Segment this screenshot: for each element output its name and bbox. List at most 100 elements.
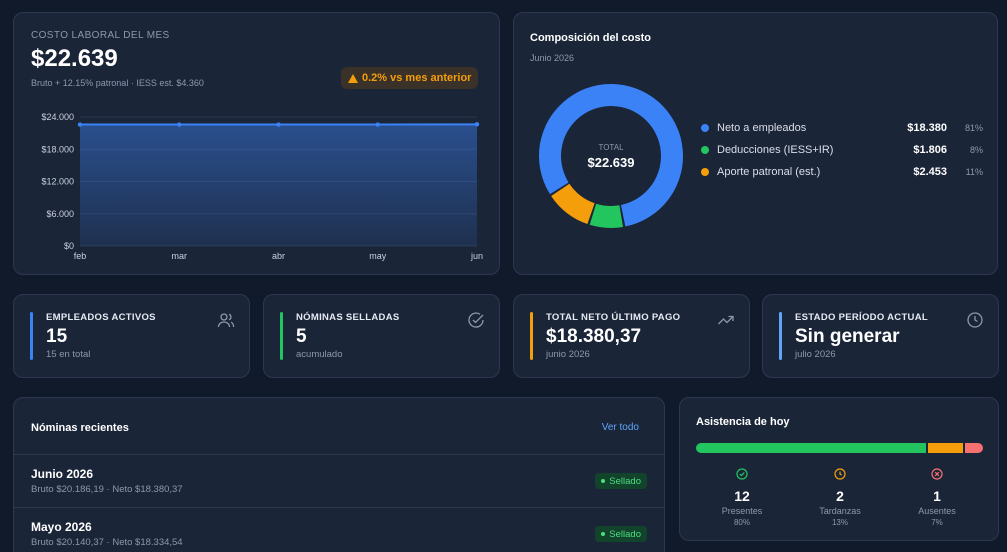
stat-count: 12 (734, 488, 750, 504)
attendance-bar-segment (962, 443, 983, 453)
kpi-label: NÓMINAS SELLADAS (296, 312, 400, 323)
status-text: Sellado (609, 475, 641, 487)
attendance-bar (696, 443, 983, 453)
cost-composition-card: Composición del costo Junio 2026 TOTAL $… (513, 12, 998, 275)
stat-percent: 13% (831, 518, 848, 527)
stat-percent: 80% (733, 518, 750, 527)
y-tick-label: $0 (64, 241, 74, 251)
stat-percent: 7% (931, 518, 943, 527)
legend-item-aporte: Aporte patronal (est.) $2.453 11% (701, 164, 983, 180)
legend-percent: 8% (969, 145, 983, 155)
legend-label: Aporte patronal (est.) (717, 166, 821, 178)
data-point (276, 122, 281, 127)
warning-triangle-icon (348, 73, 358, 83)
attendance-stat-absent: 1 Ausentes 7% (892, 467, 982, 527)
divider (14, 454, 664, 455)
x-tick-label: may (369, 251, 387, 261)
legend-item-neto: Neto a empleados $18.380 81% (701, 120, 983, 136)
kpi-label: TOTAL NETO ÚLTIMO PAGO (546, 312, 681, 323)
attendance-bar-segment (925, 443, 963, 453)
kpi-sub: julio 2026 (795, 349, 836, 360)
kpi-value: $18.380,37 (546, 326, 642, 347)
status-badge: Sellado (595, 526, 647, 542)
y-tick-label: $12.000 (41, 177, 74, 187)
attendance-bar-segment (696, 443, 926, 453)
labor-cost-total: $22.639 (31, 45, 118, 72)
divider (14, 507, 664, 508)
labor-cost-label: COSTO LABORAL DEL MES (31, 30, 170, 41)
trending-up-icon (718, 315, 734, 325)
legend-label: Deducciones (IESS+IR) (717, 144, 834, 156)
payroll-month: Junio 2026 (31, 467, 94, 481)
kpi-current-period-status: ESTADO PERÍODO ACTUAL Sin generar julio … (762, 294, 999, 378)
area-fill (80, 124, 477, 246)
stat-label: Ausentes (918, 506, 956, 516)
labor-cost-subtitle: Bruto + 12.15% patronal · IESS est. $4.3… (31, 78, 204, 88)
check-circle-icon (736, 468, 748, 480)
legend-percent: 11% (965, 167, 983, 177)
labor-cost-card: COSTO LABORAL DEL MES $22.639 Bruto + 12… (13, 12, 500, 275)
kpi-accent-bar (30, 312, 33, 360)
stat-count: 1 (933, 488, 941, 504)
kpi-accent-bar (280, 312, 283, 360)
kpi-active-employees: EMPLEADOS ACTIVOS 15 15 en total (13, 294, 250, 378)
x-tick-label: feb (74, 251, 87, 261)
users-icon (217, 313, 235, 328)
composition-title: Composición del costo (530, 32, 652, 44)
stat-count: 2 (836, 488, 844, 504)
attendance-stat-present: 12 Presentes 80% (697, 467, 787, 527)
donut-slice (538, 84, 683, 228)
kpi-value: 15 (46, 326, 68, 347)
x-circle-icon (931, 468, 943, 480)
data-point (375, 122, 380, 127)
y-tick-label: $18.000 (41, 144, 74, 154)
legend-dot (701, 168, 709, 176)
legend-value: $2.453 (913, 166, 947, 178)
clock-icon (967, 312, 983, 328)
status-text: Sellado (609, 528, 641, 540)
view-all-link[interactable]: Ver todo (601, 422, 639, 433)
kpi-sealed-payrolls: NÓMINAS SELLADAS 5 acumulado (263, 294, 500, 378)
legend-item-deducciones: Deducciones (IESS+IR) $1.806 8% (701, 142, 983, 158)
status-badge: Sellado (595, 473, 647, 489)
x-tick-label: abr (272, 251, 285, 261)
attendance-title: Asistencia de hoy (696, 416, 790, 428)
attendance-stat-late: 2 Tardanzas 13% (795, 467, 885, 527)
recent-payrolls-title: Nóminas recientes (31, 422, 129, 434)
kpi-label: ESTADO PERÍODO ACTUAL (795, 312, 928, 323)
kpi-sub: 15 en total (46, 349, 91, 360)
legend-percent: 81% (964, 123, 983, 133)
recent-payrolls-card: Nóminas recientes Ver todo Junio 2026 Br… (13, 397, 665, 552)
composition-donut (538, 84, 683, 228)
change-badge: 0.2% vs mes anterior (341, 67, 479, 89)
kpi-sub: acumulado (296, 349, 343, 360)
payroll-month: Mayo 2026 (31, 520, 92, 534)
kpi-sub: junio 2026 (546, 349, 590, 360)
change-text: 0.2% vs mes anterior (362, 72, 472, 84)
labor-cost-chart: $0 $6.000 $12.000 $18.000 $24.000 feb mar abr ma… (41, 112, 483, 261)
composition-subtitle: Junio 2026 (530, 53, 575, 63)
legend-value: $1.806 (913, 144, 947, 156)
kpi-accent-bar (779, 312, 782, 360)
payroll-row[interactable]: Junio 2026 Bruto $20.186,19 · Neto $18.3… (14, 455, 664, 507)
payroll-detail: Bruto $20.140,37 · Neto $18.334,54 (31, 537, 183, 548)
legend-value: $18.380 (907, 122, 947, 134)
legend-label: Neto a empleados (717, 122, 807, 134)
check-circle-icon (468, 312, 484, 328)
legend-dot (701, 124, 709, 132)
data-point (77, 122, 83, 127)
kpi-value: Sin generar (795, 326, 900, 347)
payroll-detail: Bruto $20.186,19 · Neto $18.380,37 (31, 484, 183, 495)
kpi-label: EMPLEADOS ACTIVOS (46, 312, 156, 323)
status-dot (601, 532, 606, 536)
y-tick-label: $24.000 (41, 112, 74, 122)
kpi-value: 5 (296, 326, 307, 347)
stat-label: Presentes (721, 506, 763, 516)
data-point (474, 122, 480, 127)
data-point (177, 122, 182, 127)
kpi-last-net-payment: TOTAL NETO ÚLTIMO PAGO $18.380,37 junio … (513, 294, 750, 378)
kpi-accent-bar (530, 312, 533, 360)
payroll-row[interactable]: Mayo 2026 Bruto $20.140,37 · Neto $18.33… (14, 508, 664, 552)
status-dot (601, 479, 606, 483)
x-tick-label: mar (172, 251, 188, 261)
